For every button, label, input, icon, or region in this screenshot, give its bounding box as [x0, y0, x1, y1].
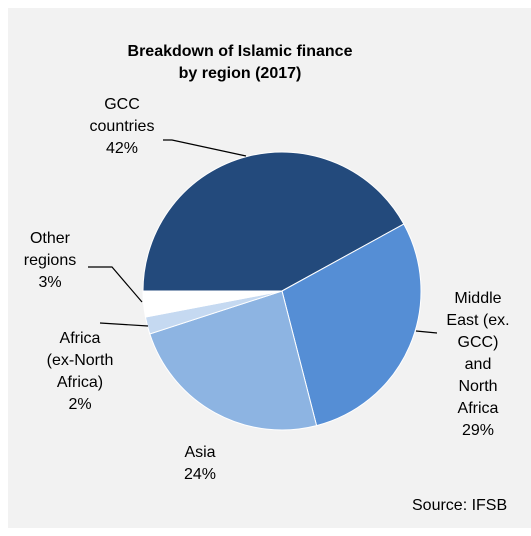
label-line: East (ex.: [446, 312, 509, 329]
pie: [142, 151, 422, 431]
pie-slice: [142, 151, 405, 292]
label-line: Africa): [57, 374, 103, 391]
slice-label: Middle East (ex. GCC) and North Africa: [446, 290, 509, 417]
label-line: regions: [24, 252, 76, 269]
label-line: Asia: [184, 444, 215, 461]
pie-slice: [149, 290, 318, 431]
labels: GCC countries 42% Middle East (ex. GCC) and Nor…: [24, 96, 510, 483]
value-label: 29%: [462, 422, 494, 439]
label-line: (ex-North: [47, 352, 114, 369]
chart-title: Breakdown of Islamic finance by region (2…: [128, 43, 353, 82]
label-line: Africa: [458, 400, 499, 417]
leader-line: [163, 139, 247, 157]
slice-label: Africa (ex-North Africa): [47, 330, 114, 391]
pie-slice: [142, 290, 283, 318]
label-line: and: [465, 356, 492, 373]
slice-label: GCC countries: [90, 96, 155, 135]
value-label: 42%: [106, 140, 138, 157]
label-line: countries: [90, 118, 155, 135]
leader-line: [415, 330, 438, 334]
title-text: Breakdown of Islamic finance by region (2…: [128, 43, 353, 82]
label-line: GCC: [104, 96, 140, 113]
label-line: Other: [30, 230, 71, 247]
title-line: by region (2017): [179, 65, 302, 82]
source: Source: IFSB: [412, 497, 507, 514]
value-label: 3%: [38, 274, 61, 291]
label-line: Middle: [454, 290, 501, 307]
label-line: North: [458, 378, 497, 395]
label-line: GCC): [458, 334, 499, 351]
title-line: Breakdown of Islamic finance: [128, 43, 353, 60]
slice-label: Asia: [184, 444, 215, 461]
leader-line: [99, 322, 149, 327]
label-line: Africa: [60, 330, 101, 347]
leader-line: [88, 266, 143, 303]
pie-slice: [281, 223, 422, 427]
value-label: 24%: [184, 466, 216, 483]
value-label: 2%: [68, 396, 91, 413]
slice-label: Other regions: [24, 230, 76, 269]
